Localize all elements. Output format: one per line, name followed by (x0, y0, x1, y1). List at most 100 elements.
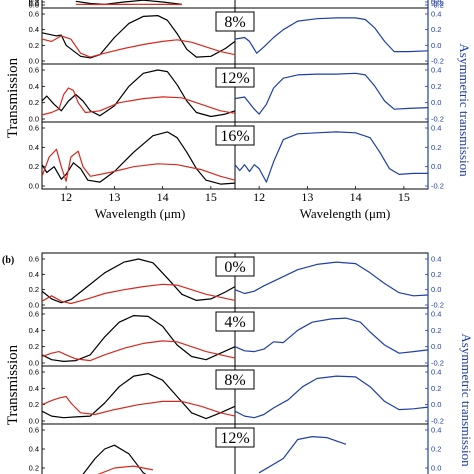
right-ytick-label: -0.2 (431, 115, 444, 124)
left-ytick-label: 0.6 (29, 368, 39, 377)
right-xtick-label: 15 (398, 190, 410, 204)
asymmetric-transmission-line (234, 375, 428, 419)
right-ytick-label: 0.2 (431, 143, 441, 152)
transmission-line-red (97, 465, 154, 474)
transmission-line-red (42, 340, 236, 362)
asymmetric-transmission-line (234, 131, 428, 183)
transmission-line-black (42, 15, 236, 59)
left-xtick-label: 15 (205, 190, 217, 204)
transmission-line-black (42, 69, 236, 118)
right-ytick-label: 0.0 (431, 342, 441, 351)
left-ytick-label: 0.6 (29, 255, 39, 264)
tick-labels: 0.00.20.40.6-0.20.00.20.40.0-0.20.00.20.… (29, 0, 444, 473)
left-subplot-frame (41, 63, 236, 123)
strain-label: 12% (220, 70, 249, 87)
asymmetric-transmission-line (234, 72, 428, 115)
strain-label-box (215, 256, 255, 277)
right-subplot-frame (234, 307, 429, 367)
left-ytick-label: 0.6 (29, 310, 39, 319)
strain-label: 8% (224, 372, 245, 389)
left-ytick-label: 0.2 (29, 0, 39, 7)
strain-label: 4% (224, 314, 245, 331)
asymmetric-transmission-line (234, 261, 428, 297)
transmission-line-red (42, 35, 236, 58)
right-subplot-frame (234, 365, 429, 425)
right-ytick-label: 0.2 (431, 25, 441, 34)
left-ytick-label: 0.6 (29, 66, 39, 75)
right-ytick-label: 0.2 (431, 326, 441, 335)
xlabel-right: Wavelength (μm) (300, 206, 391, 221)
right-ytick-label: 0.0 (431, 464, 441, 473)
strain-label-box (215, 427, 255, 448)
left-ytick-label: 0.0 (29, 359, 39, 368)
right-ytick-label: -0.2 (431, 417, 444, 426)
right-ytick-label: -0.2 (431, 301, 444, 310)
left-ytick-label: 0.0 (29, 0, 39, 8)
right-ytick-label: 0.4 (431, 255, 441, 264)
right-ytick-label: 0.2 (431, 445, 441, 454)
right-ytick-label: -0.2 (431, 1, 444, 10)
left-ytick-label: 0.0 (29, 1, 39, 10)
transmission-line-black (75, 0, 182, 5)
right-xtick-label: 13 (301, 190, 313, 204)
left-ytick-label: 0.2 (29, 285, 39, 294)
right-subplot-frame (234, 252, 429, 309)
strain-label-box (215, 11, 255, 32)
right-subplot-frame (234, 7, 429, 65)
xlabel-left: Wavelength (μm) (95, 206, 186, 221)
right-subplot-frame (234, 423, 429, 474)
left-ytick-label: 0.0 (29, 417, 39, 426)
left-ytick-label: 0.4 (29, 0, 39, 4)
left-ytick-label: 0.4 (29, 143, 39, 152)
right-ytick-label: 0.4 (431, 124, 441, 133)
left-ytick-label: 0.0 (29, 301, 39, 310)
strain-label-box (215, 67, 255, 88)
right-ytick-label: 0.0 (431, 98, 441, 107)
left-ytick-label: 0.6 (29, 0, 39, 1)
left-ytick-label: 0.4 (29, 326, 39, 335)
right-ytick-label: 0.4 (431, 310, 441, 319)
right-subplot-frame (234, 63, 429, 123)
transmission-line-red (42, 87, 236, 116)
left-xtick-label: 12 (60, 190, 72, 204)
left-ytick-label: 0.0 (29, 182, 39, 191)
right-ytick-label: 0.4 (431, 0, 441, 1)
right-ylabel-a: Asymmetric transmission (457, 43, 472, 177)
left-ytick-label: 0.0 (29, 57, 39, 66)
right-ytick-label: 0.0 (431, 285, 441, 294)
left-ytick-label: 0.2 (29, 342, 39, 351)
plot-frames (41, 0, 429, 474)
transmission-line-black (82, 444, 147, 474)
right-ytick-label: 0.2 (431, 384, 441, 393)
left-ytick-label: 0.6 (29, 426, 39, 435)
left-xtick-label: 14 (157, 190, 169, 204)
strain-label: 12% (220, 430, 249, 447)
strain-label: 16% (220, 128, 249, 145)
left-ytick-label: 0.4 (29, 384, 39, 393)
right-ytick-label: 0.4 (431, 10, 441, 19)
left-ytick-label: 0.4 (29, 82, 39, 91)
right-ytick-label: 0.0 (431, 400, 441, 409)
transmission-line-black (42, 315, 236, 362)
left-ylabel-a: Transmission (5, 57, 21, 138)
right-ytick-label: 0.4 (431, 66, 441, 75)
strain-label-box (215, 369, 255, 390)
left-ytick-label: 0.2 (29, 400, 39, 409)
transmission-line-red (42, 283, 236, 305)
transmission-line-black (42, 258, 236, 304)
right-ytick-label: -0.2 (431, 57, 444, 66)
right-ytick-label: -0.2 (431, 359, 444, 368)
left-xtick-label: 13 (108, 190, 120, 204)
left-ytick-label: 0.2 (29, 464, 39, 473)
right-xtick-label: 12 (253, 190, 265, 204)
left-ytick-label: 0.4 (29, 270, 39, 279)
right-ytick-label: 0.2 (431, 270, 441, 279)
right-ytick-label: -0.2 (431, 182, 444, 191)
left-ytick-label: 0.4 (29, 445, 39, 454)
transmission-line-red (42, 148, 236, 182)
asymmetric-transmission-line (258, 436, 347, 474)
right-ytick-label: 0.4 (431, 426, 441, 435)
strain-label: 0% (224, 259, 245, 276)
right-ylabel-b: Asymmetric transmission (459, 333, 474, 467)
